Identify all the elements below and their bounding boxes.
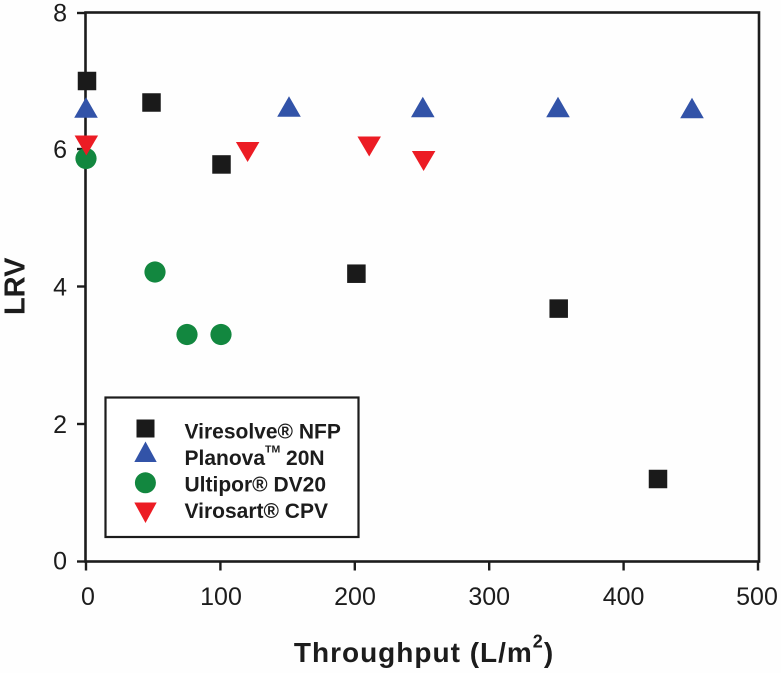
svg-text:Throughput (L/m2): Throughput (L/m2) — [294, 632, 554, 669]
svg-text:Ultipor® DV20: Ultipor® DV20 — [185, 474, 327, 497]
svg-text:500: 500 — [736, 583, 778, 611]
svg-text:100: 100 — [200, 583, 242, 611]
svg-text:400: 400 — [603, 583, 645, 611]
svg-text:Viresolve® NFP: Viresolve® NFP — [185, 421, 341, 444]
svg-text:6: 6 — [53, 136, 67, 164]
svg-text:LRV: LRV — [0, 257, 32, 315]
svg-text:PlanovaTM 20N: PlanovaTM 20N — [185, 444, 325, 471]
svg-text:0: 0 — [53, 548, 67, 576]
svg-text:2: 2 — [53, 411, 67, 439]
svg-text:4: 4 — [53, 274, 67, 302]
svg-text:Virosart® CPV: Virosart® CPV — [185, 500, 328, 523]
svg-text:8: 8 — [53, 0, 67, 28]
svg-text:300: 300 — [468, 583, 510, 611]
svg-text:0: 0 — [81, 583, 95, 611]
svg-text:200: 200 — [334, 583, 376, 611]
